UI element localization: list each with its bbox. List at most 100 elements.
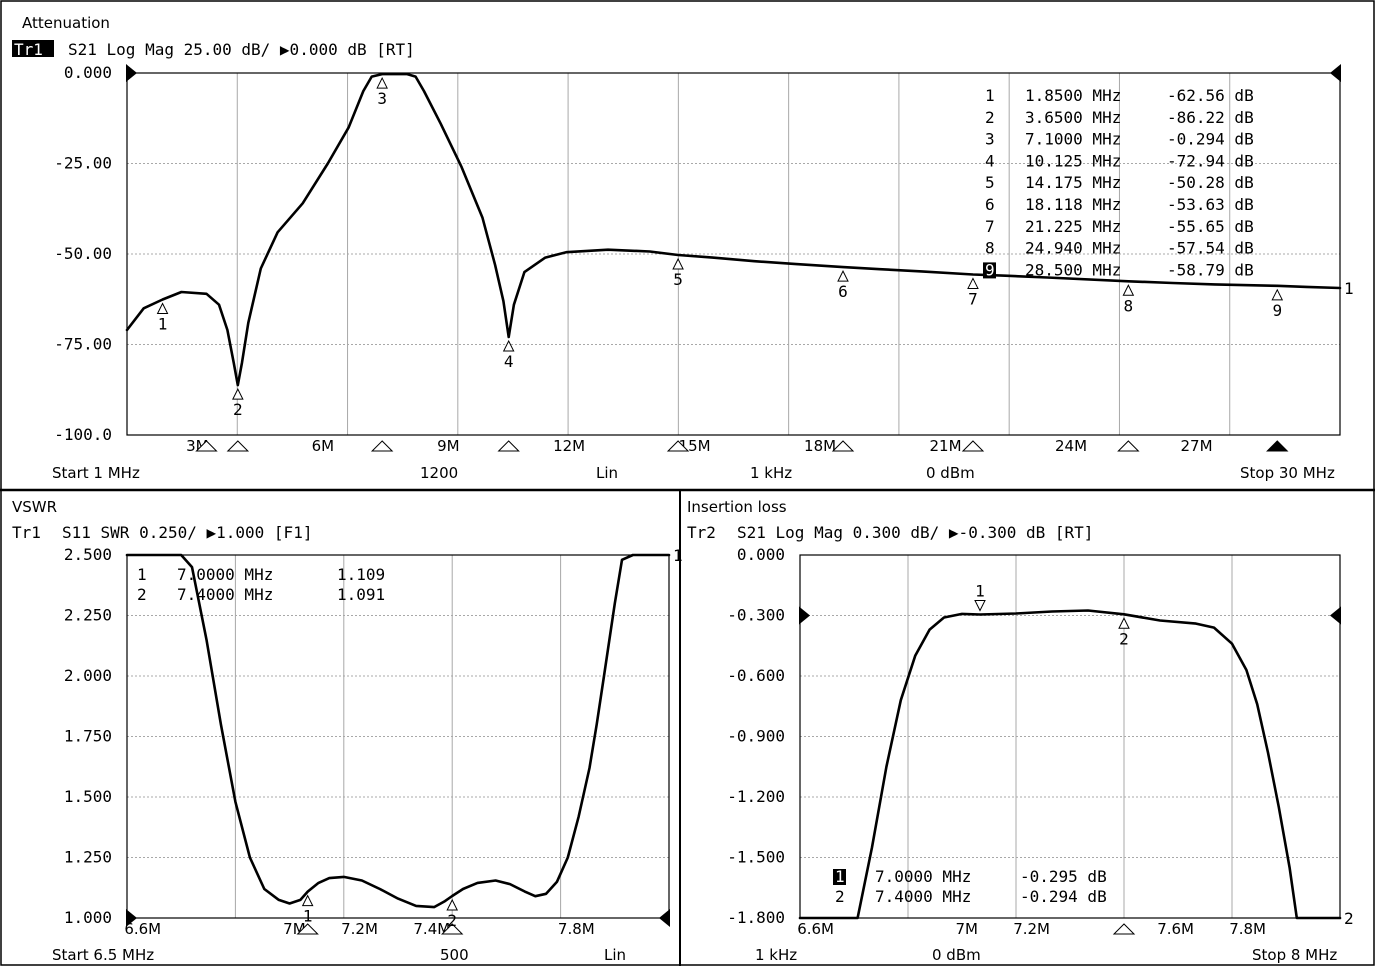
y-tick-label: -75.00 [54,335,112,354]
plot-frame [126,554,670,919]
y-tick-label: 0.000 [64,63,112,82]
marker-id: 1 [985,86,995,105]
ref-level-left [799,606,810,625]
x-tick-label: 27M [1180,437,1212,455]
ref-level-left [126,64,137,82]
trace-marker-label: 4 [504,352,514,371]
marker-axis-triangle [370,440,394,452]
trace-marker [837,270,849,282]
x-tick-label: 7M [956,920,979,938]
y-tick-label: -1.800 [727,908,785,927]
s21-trace [125,72,1342,387]
insertion-loss-channel[interactable]: Insertion loss Tr2 S21 Log Mag 0.300 dB/… [687,498,1354,964]
x-tick-label: 7.2M [341,920,378,938]
marker-value: -0.295 dB [1020,867,1107,886]
y-tick-label: -0.600 [727,666,785,685]
marker-id: 2 [835,887,845,906]
x-tick-label: 7.6M [1157,920,1194,938]
marker-freq: 1.8500 MHz [1025,86,1121,105]
marker-freq: 21.225 MHz [1025,217,1121,236]
x-axis: 3M 6M 9M 12M 15M 18M 21M 24M 27M [186,437,1289,455]
trace-marker-label: 7 [968,289,978,308]
trace-marker-label: 2 [447,911,457,930]
trace-label[interactable]: Tr1 [12,523,41,542]
marker-table: 1 7.0000 MHz 1.109 2 7.4000 MHz 1.091 [137,565,385,604]
points: 500 [440,946,469,964]
marker-value: 1.109 [337,565,385,584]
y-tick-label: 1.500 [64,787,112,806]
marker-freq: 7.0000 MHz [875,867,971,886]
footer: Start 6.5 MHz 500 Lin [52,946,626,964]
x-tick-label: 6.6M [797,920,834,938]
trace-marker [1271,288,1284,301]
y-tick-label: -0.300 [727,606,785,625]
plot-area: 2.500 2.250 2.000 1.750 1.500 1.250 1.000 6.6M… [64,545,683,938]
marker-axis-triangle [440,923,464,935]
start-freq: Start 1 MHz [52,464,140,482]
x-tick-label: 21M [930,437,962,455]
active-marker-highlight [983,262,996,279]
s11-trace [125,553,671,909]
trace-marker [1122,284,1135,296]
trace-markers[interactable]: 12 [974,581,1130,648]
marker-freq: 14.175 MHz [1025,173,1121,192]
marker-freq: 3.6500 MHz [1025,108,1121,127]
y-tick-label: -1.200 [727,787,785,806]
trace-marker-label: 1 [303,907,313,926]
marker-freq: 10.125 MHz [1025,151,1121,170]
marker-freq: 18.118 MHz [1025,195,1121,214]
ifbw: 1 kHz [755,946,797,964]
marker-table: 1 1.8500 MHz -62.56 dB 2 3.6500 MHz -86.22 dB… [983,86,1254,279]
plot-area: 0.000-25.00-50.00-75.00-100.0 3M 6M 9M 12M 1… [54,63,1353,455]
vswr-channel[interactable]: VSWR Tr1 S11 SWR 0.250/ ▶1.000 [F1] 2.50… [12,498,683,964]
x-tick-label: 6.6M [124,920,161,938]
marker-axis-triangle [831,440,855,452]
y-tick-label: 2.250 [64,606,112,625]
points: 1200 [420,464,458,482]
trace-marker [967,277,979,289]
y-tick-label: -1.500 [727,848,785,867]
marker-value: -57.54 dB [1167,239,1254,258]
stop-freq: Stop 30 MHz [1240,464,1335,482]
marker-axis-triangle [1117,440,1140,452]
trace-label: Tr1 [14,40,43,59]
trace-markers[interactable]: 1 2 3 4 5 6 7 8 9 [156,76,1284,419]
trace-marker [301,894,314,907]
ref-level-right [1330,64,1341,82]
trace-marker [156,302,169,314]
trace-label[interactable]: Tr2 [687,523,716,542]
ref-level-right [1330,606,1341,625]
reference-marker: 1 [126,546,683,927]
trace-marker [974,599,986,612]
trace-marker-label: 1 [975,581,985,600]
footer: Start 1 MHz 1200 Lin 1 kHz 0 dBm Stop 30… [52,464,1335,482]
ref-level-left [126,909,137,927]
y-axis: 2.500 2.250 2.000 1.750 1.500 1.250 1.000 [64,545,112,927]
y-tick-label: 2.500 [64,545,112,564]
trace-tr1-badge[interactable] [12,40,54,57]
marker-id: 4 [985,151,995,170]
attenuation-channel[interactable]: Attenuation Tr1 S21 Log Mag 25.00 dB/ ▶0… [12,14,1354,482]
marker-axis-triangle [666,440,690,452]
trace-header: S21 Log Mag 0.300 dB/ ▶-0.300 dB [RT] [737,523,1093,542]
trace-end-label: 2 [1344,909,1354,928]
y-tick-label: 1.000 [64,908,112,927]
x-tick-label: 18M [804,437,836,455]
marker-axis-triangle [497,440,520,452]
vswr-title: VSWR [12,498,57,516]
plot-frame [126,72,1341,436]
y-tick-label: 1.750 [64,727,112,746]
trace-header: S11 SWR 0.250/ ▶1.000 [F1] [62,523,312,542]
marker-value: 1.091 [337,585,385,604]
marker-freq: 7.0000 MHz [177,565,273,584]
trace-marker-label: 8 [1124,296,1134,315]
y-tick-label: -0.900 [727,727,785,746]
marker-value: -55.65 dB [1167,217,1254,236]
marker-freq: 7.4000 MHz [875,887,971,906]
marker-value: -86.22 dB [1167,108,1254,127]
x-tick-label: 9M [437,437,460,455]
y-tick-label: -25.00 [54,154,112,173]
plot-frame [799,554,1341,919]
